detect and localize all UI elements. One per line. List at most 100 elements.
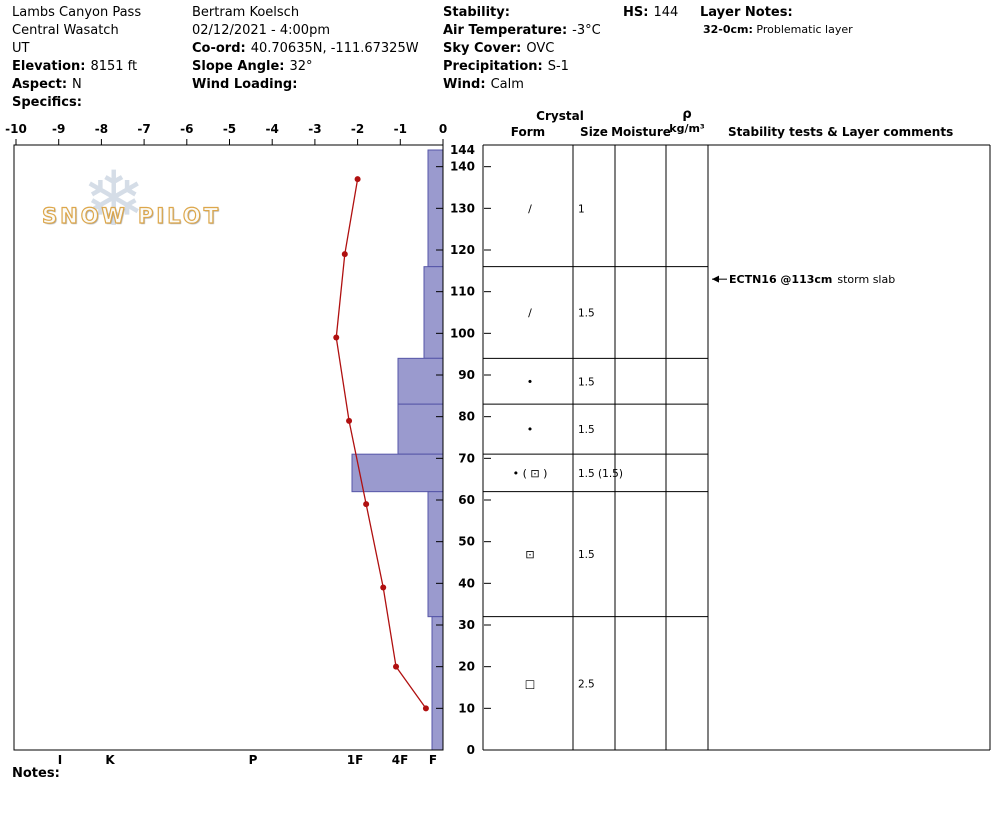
snow-height: HS: 144 [623,4,678,22]
elevation-value: 8151 ft [90,59,138,74]
layer-note-text: Problematic layer [756,23,853,36]
layer-form: / [528,202,532,215]
col-header-form: Form [511,125,545,139]
hardness-label: K [105,753,115,767]
observation-datetime: 02/12/2021 - 4:00pm [192,23,330,38]
site-elevation: Elevation: 8151 ft [12,58,141,76]
layer-size: 2.5 [578,678,595,690]
hardness-label: 1F [347,753,364,767]
temp-tick-label: -7 [137,122,150,136]
coordinates: Co-ord: 40.70635N, -111.67325W [192,40,419,58]
layer-note-range: 32-0cm: [703,23,753,36]
layer-notes-title: Layer Notes: [700,5,793,20]
site-name: Lambs Canyon Pass [12,5,142,20]
layer-hardness-bar [351,453,444,493]
specifics-label: Specifics: [12,95,82,110]
depth-tick-label: 10 [458,701,475,715]
layer-form: / [528,307,532,320]
layer-size: 1.5 (1.5) [578,468,623,480]
wind-loading-label: Wind Loading: [192,77,298,92]
col-header-size: Size [580,125,608,139]
site-region: Central Wasatch [12,23,119,38]
hs-label: HS: [623,5,649,20]
snow-height-column: HS: 144 [623,4,678,22]
depth-tick-label: 0 [467,743,475,757]
layer-form: • ( ⊡ ) [513,467,548,480]
layer-size: 1 [578,203,585,215]
wind-value: Calm [490,77,524,92]
notes-label: Notes: [12,766,60,781]
temp-point [333,334,340,341]
wind-label: Wind: [443,77,486,92]
conditions-column: Stability: Air Temperature: -3°C Sky Cove… [443,4,601,94]
coord-label: Co-ord: [192,41,246,56]
slope-angle-label: Slope Angle: [192,59,285,74]
layer-hardness-bar [397,403,444,455]
depth-tick-label: 40 [458,576,475,590]
temp-tick-label: -5 [223,122,236,136]
temp-point [363,501,370,508]
layer-form: • [527,423,534,436]
layer-note: 32-0cm: Problematic layer [703,22,853,38]
site-aspect: Aspect: N [12,76,141,94]
temp-tick-label: -6 [180,122,193,136]
sky-cover-value: OVC [526,41,555,56]
wind: Wind: Calm [443,76,601,94]
aspect-value: N [72,77,82,92]
site-state: UT [12,41,30,56]
layer-hardness-bar [431,616,444,751]
temp-tick-label: -10 [5,122,27,136]
layer-form: □ [525,677,535,690]
temp-point [346,417,353,424]
layer-size: 1.5 [578,549,595,561]
layer-form: ⊡ [525,548,534,561]
precipitation-value: S-1 [547,59,569,74]
sky-cover: Sky Cover: OVC [443,40,601,58]
plot-border [13,144,444,751]
stability: Stability: [443,4,601,22]
annotation-arrow-head [712,275,719,283]
depth-tick-label: 60 [458,493,475,507]
air-temperature-value: -3°C [572,23,601,38]
temp-point [341,251,348,258]
precipitation-label: Precipitation: [443,59,543,74]
observer-info-column: Bertram Koelsch 02/12/2021 - 4:00pm Co-o… [192,4,419,94]
layer-hardness-bar [427,491,444,618]
hardness-label: 4F [392,753,409,767]
air-temperature-label: Air Temperature: [443,23,568,38]
temp-point [393,663,400,670]
depth-tick-label: 50 [458,535,475,549]
temp-tick-label: -8 [95,122,108,136]
temperature-line [335,179,427,709]
temp-tick-label: -1 [394,122,407,136]
hs-value: 144 [653,5,679,20]
temp-tick-label: 0 [439,122,447,136]
layer-size: 1.5 [578,376,595,388]
hardness-label: P [249,753,258,767]
slope-angle-value: 32° [289,59,313,74]
layer-notes-column: Layer Notes: 32-0cm: Problematic layer [700,4,853,38]
site-info-column: Lambs Canyon Pass Central Wasatch UT Ele… [12,4,141,112]
layer-size: 1.5 [578,308,595,320]
hardness-label: I [58,753,62,767]
precipitation: Precipitation: S-1 [443,58,601,76]
air-temperature: Air Temperature: -3°C [443,22,601,40]
temp-point [422,705,429,712]
sky-cover-label: Sky Cover: [443,41,522,56]
depth-tick-label: 144 [450,143,475,157]
col-header-crystal: Crystal [536,109,584,123]
annotation-text: ECTN16 @113cm storm slab [729,273,895,286]
stability-label: Stability: [443,5,510,20]
col-header-rho: ρ [682,107,691,122]
depth-tick-label: 20 [458,660,475,674]
coord-value: 40.70635N, -111.67325W [250,41,419,56]
aspect-label: Aspect: [12,77,68,92]
depth-tick-label: 70 [458,451,475,465]
layer-hardness-bar [423,266,444,359]
depth-tick-label: 90 [458,368,475,382]
elevation-label: Elevation: [12,59,86,74]
wind-loading: Wind Loading: [192,76,419,94]
col-header-moisture: Moisture [611,125,671,139]
